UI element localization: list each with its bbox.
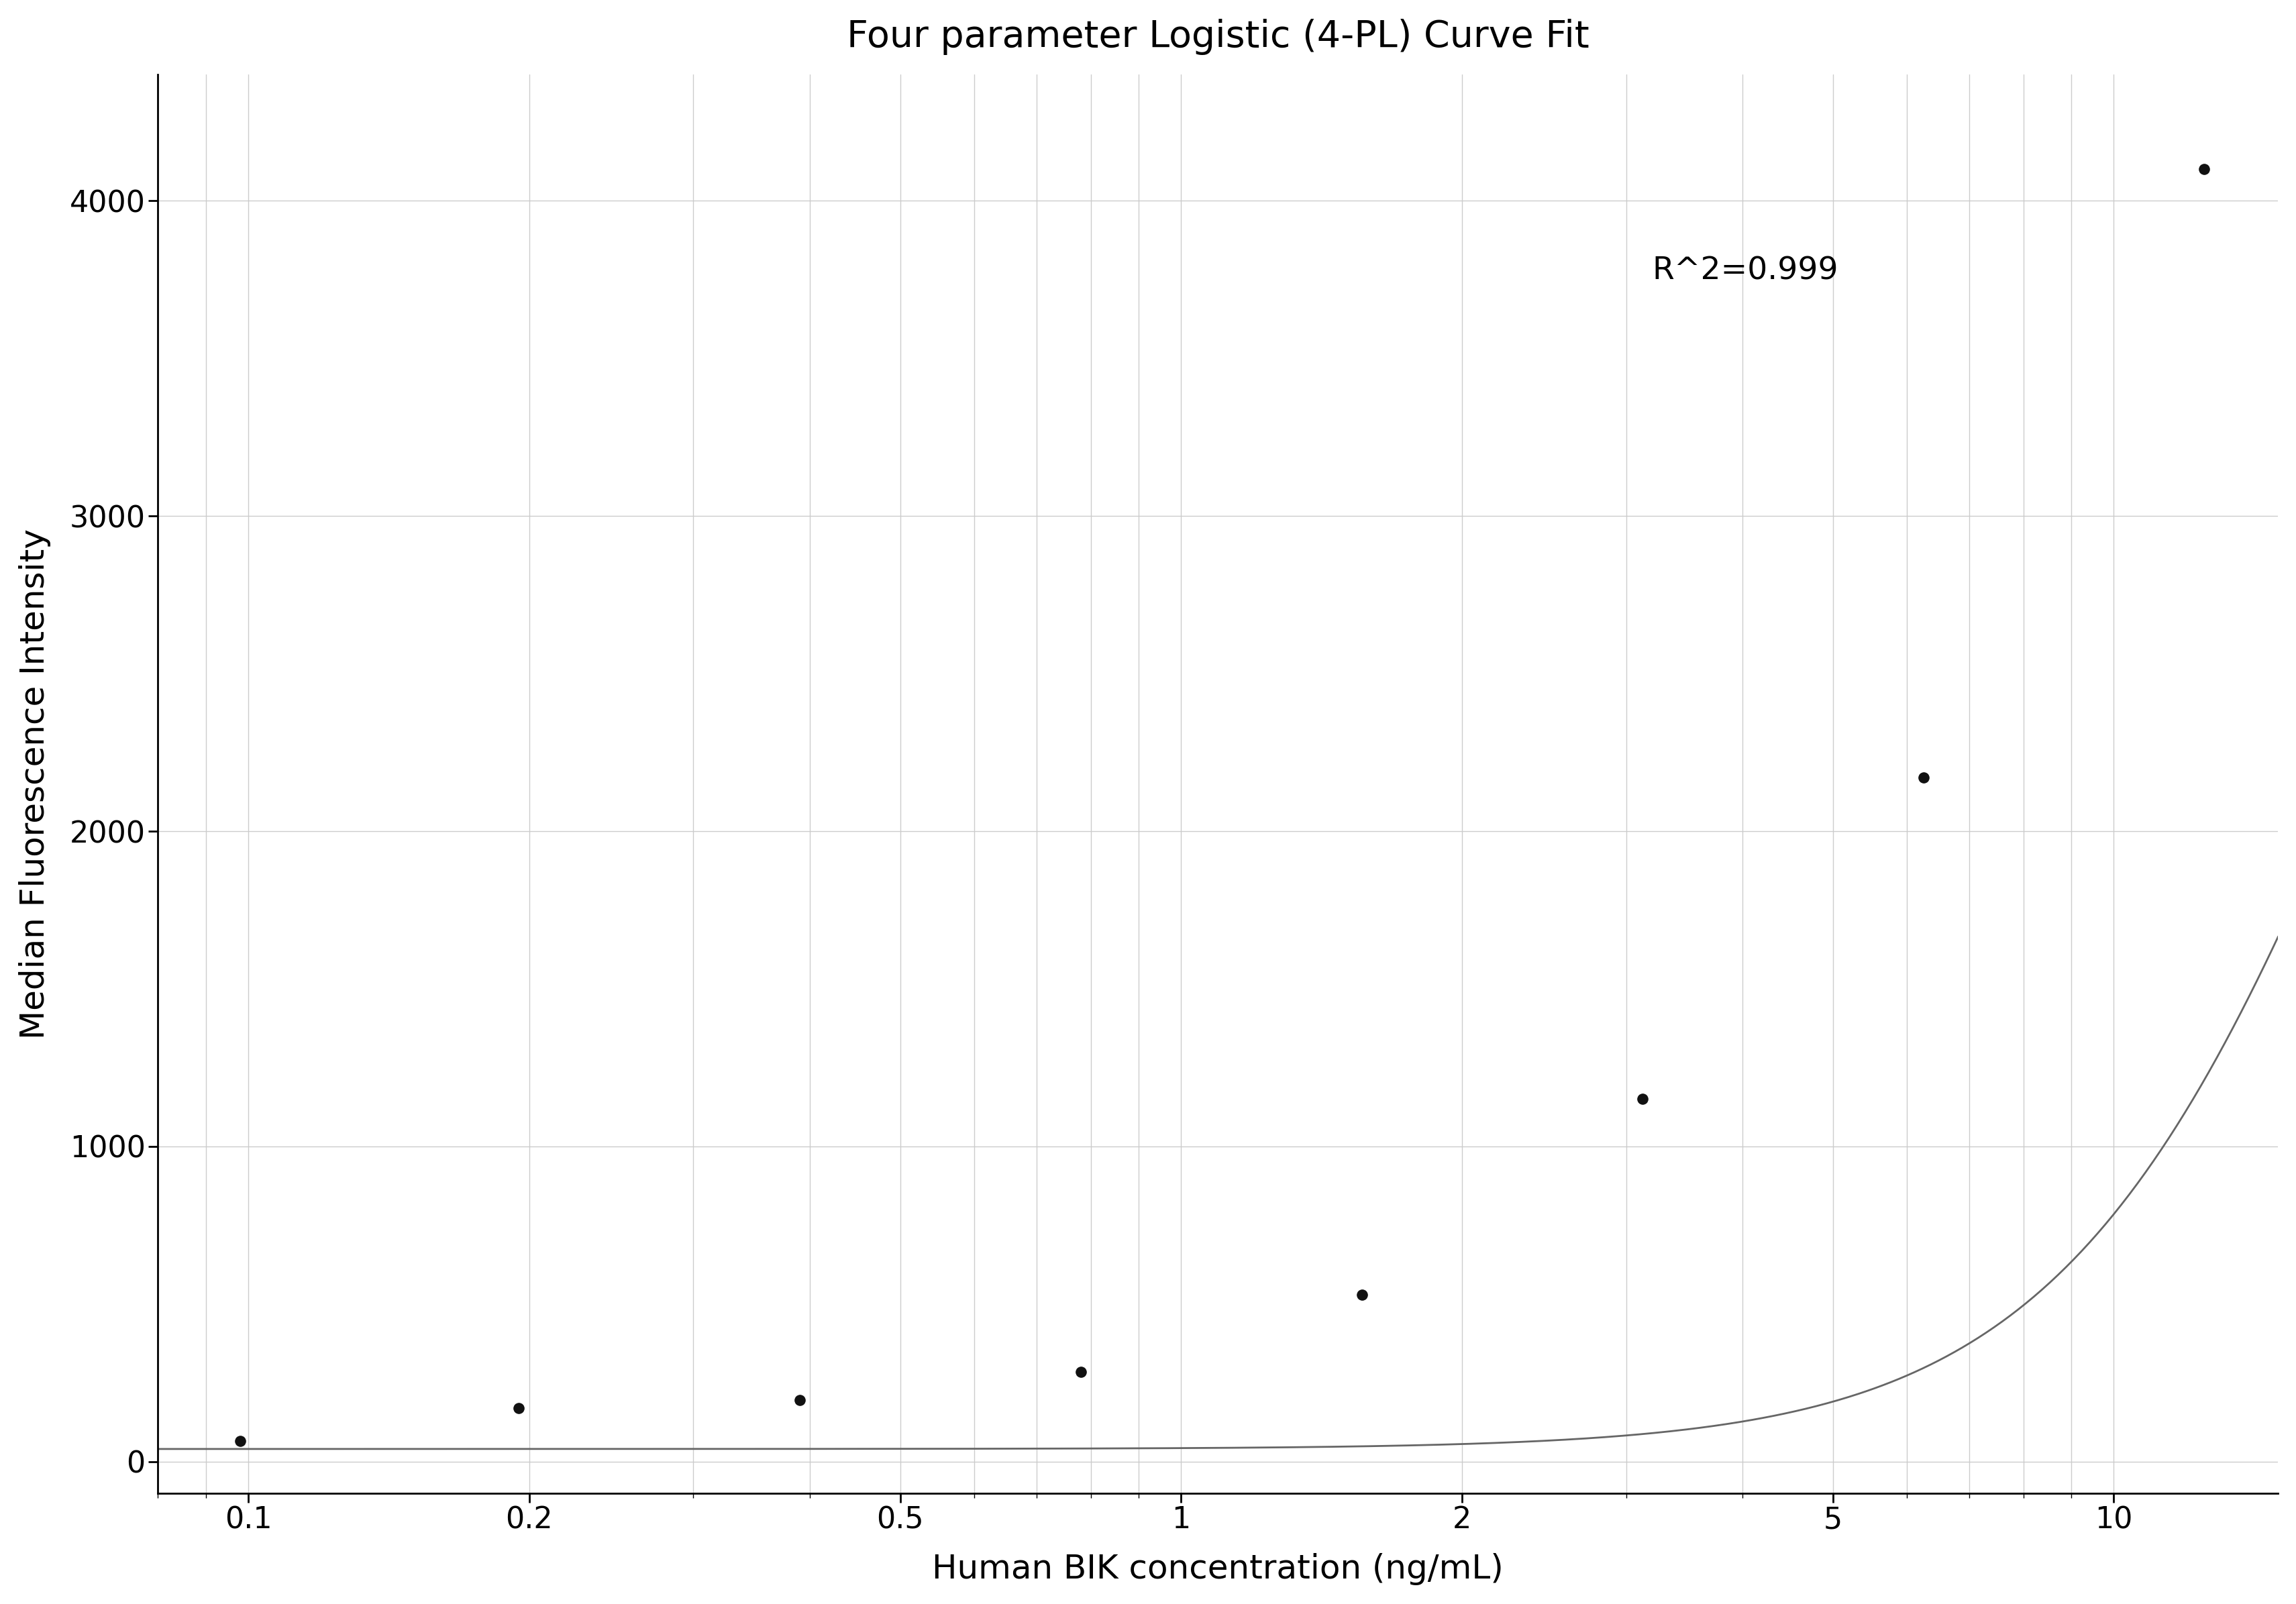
Text: R^2=0.999: R^2=0.999: [1651, 257, 1839, 287]
Point: [1903, 765, 1940, 791]
X-axis label: Human BIK concentration (ng/mL): Human BIK concentration (ng/mL): [932, 1553, 1504, 1585]
Title: Four parameter Logistic (4-PL) Curve Fit: Four parameter Logistic (4-PL) Curve Fit: [847, 19, 1589, 55]
Point: [1623, 1086, 1660, 1112]
Point: [1343, 1282, 1380, 1307]
Point: [223, 1428, 259, 1453]
Point: [2186, 157, 2223, 183]
Point: [781, 1387, 817, 1413]
Point: [1063, 1359, 1100, 1384]
Point: [501, 1395, 537, 1421]
Y-axis label: Median Fluorescence Intensity: Median Fluorescence Intensity: [18, 529, 51, 1039]
